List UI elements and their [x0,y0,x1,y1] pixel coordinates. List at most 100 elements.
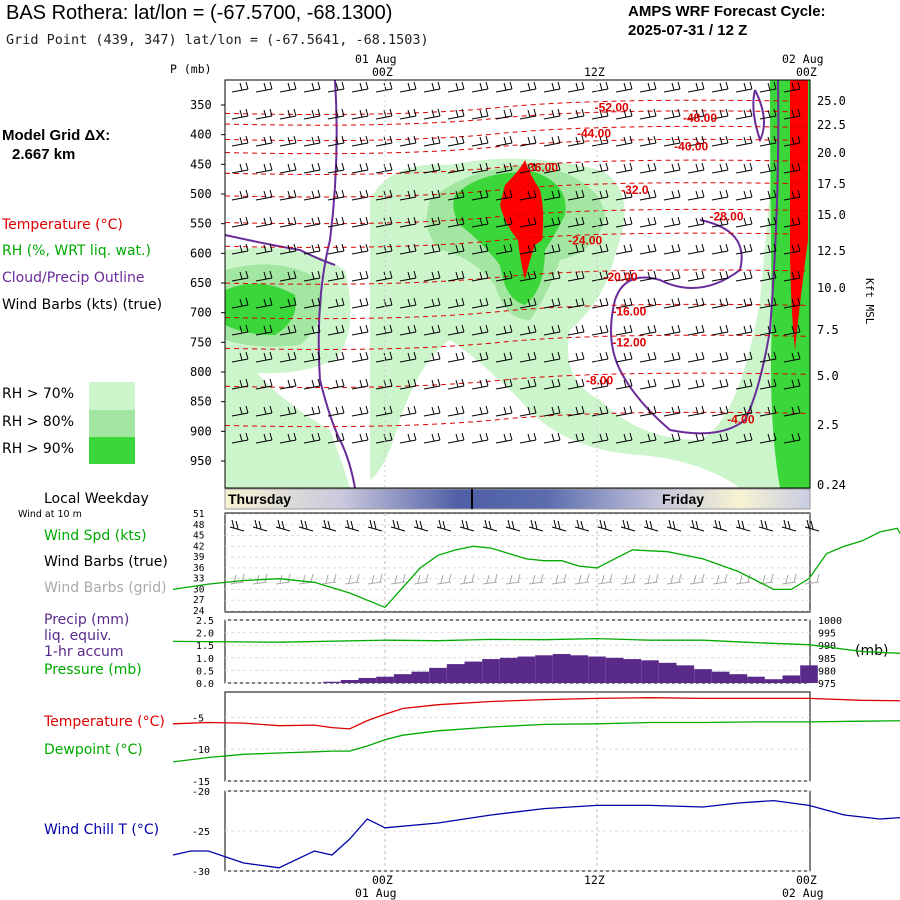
wind-barb [279,405,297,417]
precip-tick-label: 0.0 [196,679,214,690]
wind-barb [543,378,561,390]
wind-barb [471,81,489,93]
pressure-tick-label: 1000 [818,616,842,627]
label-pressure-unit: (mb) [855,643,889,659]
wind-barb [231,243,249,255]
surface-wind-barb-grid [712,573,728,585]
wind-barb [279,243,297,255]
surface-wind-barb-grid [689,573,705,585]
pressure-tick-label: 975 [818,679,836,690]
wind-barb [639,351,657,363]
wind-barb [375,243,393,255]
wind-barb [711,297,729,309]
precip-bar [482,659,500,683]
wind-barb [759,324,777,336]
height-tick-label: 10.0 [817,281,846,295]
wind-barb [495,189,513,201]
surface-wind-barb-true [436,519,452,532]
wind-barb [423,405,441,417]
wind-barb [591,108,609,120]
wind-barb [399,432,417,444]
wind-barb [231,351,249,363]
wind-barb [663,243,681,255]
surface-wind-barb-grid [528,573,544,585]
wind-barb [567,243,585,255]
wind-barb [663,378,681,390]
wind-barb [231,135,249,147]
wind-barb [711,216,729,228]
pressure-tick-label: 450 [190,157,212,171]
wind-barb [303,135,321,147]
wind-barb [399,351,417,363]
wind-tick-label: 39 [193,552,205,563]
wind-tick-label: 24 [193,606,205,617]
pressure-tick-label: 700 [190,306,212,320]
wind-barb [375,162,393,174]
surface-wind-barb-true [459,519,475,532]
label-1hr-accum: 1-hr accum [44,644,124,660]
wind-barb [543,216,561,228]
wind-barb [423,270,441,282]
wind-barb [447,81,465,93]
precip-bar [570,655,589,683]
bottom-time-3: 00Z [796,873,817,887]
label-wind-chill: Wind Chill T (°C) [44,822,160,838]
wind-barb [351,108,369,120]
wind-barb [783,270,801,282]
wind-barb [687,162,705,174]
bottom-time-2: 12Z [584,873,605,887]
wind-barb [735,270,753,282]
wind-barb [687,243,705,255]
wind-barb [615,81,633,93]
pressure-tick-label: 400 [190,128,212,142]
wind-barb [759,135,777,147]
label-dewpoint: Dewpoint (°C) [44,742,143,758]
saturated-region-right [790,80,808,350]
wind-barb [495,351,513,363]
wind-barb [303,270,321,282]
temperature-tick-label: -5 [192,713,204,724]
wind-barb [231,108,249,120]
pressure-tick-label: 550 [190,217,212,231]
wind-barb [471,324,489,336]
pressure-line [172,637,900,654]
surface-wind-barb-grid [252,573,268,585]
wind-barb [543,243,561,255]
surface-wind-barb-grid [436,573,452,585]
precip-bar [393,674,412,683]
height-tick-label: 12.5 [817,244,846,258]
surface-wind-barb-true [574,519,590,532]
surface-wind-barb-true [413,519,429,532]
page-title: BAS Rothera: lat/lon = (-67.5700, -68.13… [6,2,393,24]
surface-wind-barb-true [758,519,774,532]
surface-wind-barb-true [781,519,797,532]
wind-barb [351,432,369,444]
surface-wind-barb-grid [390,573,406,585]
wind-barb [663,297,681,309]
isotherm-label: -16.00 [612,304,646,318]
wind-barb [351,270,369,282]
wind-barb [471,135,489,147]
wind-barb [783,189,801,201]
rh70-swatch [89,382,135,410]
wind-barb [399,405,417,417]
saturated-region [500,160,544,280]
wind-barb [231,405,249,417]
precip-tick-label: 1.5 [196,641,214,652]
wind-barb [591,216,609,228]
precip-bar [517,656,536,683]
wind-barb [543,324,561,336]
pressure-tick-label: 750 [190,335,212,349]
precip-bar [764,679,783,683]
wind-barb [447,270,465,282]
isotherm-label: -28.00 [710,210,744,224]
isotherm-label: -4.00 [727,412,755,426]
precip-tick-label: 1.0 [196,654,214,665]
pressure-tick-label: 950 [190,454,212,468]
wind-barb [759,108,777,120]
wind-barb [711,243,729,255]
wind-barb [615,351,633,363]
isotherm-label: -40.00 [674,140,708,154]
